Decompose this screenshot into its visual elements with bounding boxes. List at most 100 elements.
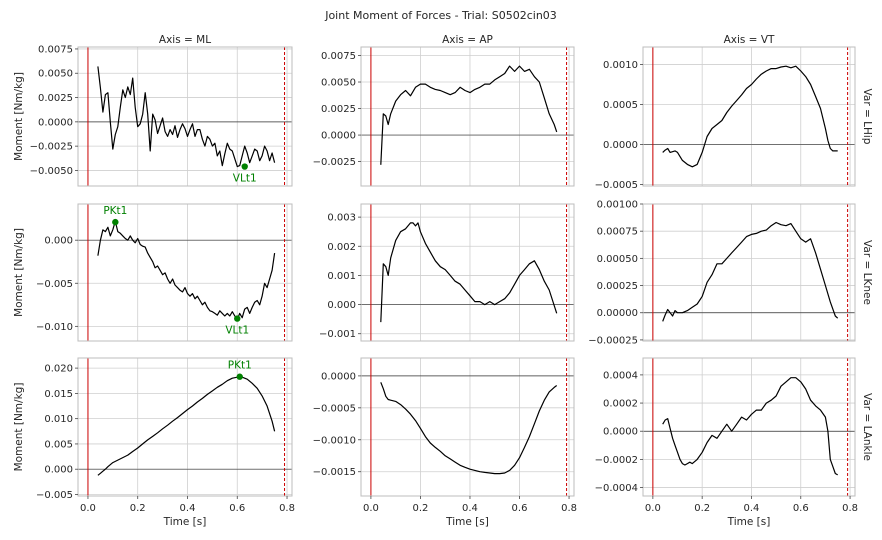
marker-point (234, 315, 241, 322)
y-tick-label: 0.0050 (38, 69, 73, 80)
y-tick-label: 0.0025 (321, 104, 356, 115)
subplot-title: Axis = VT (724, 34, 775, 46)
y-tick-label: −0.0025 (30, 142, 73, 153)
marker-label: VLt1 (233, 173, 257, 185)
y-tick-label: 0.0000 (38, 117, 73, 128)
subplot-title: Axis = ML (159, 34, 211, 46)
y-tick-label: 0.0010 (603, 60, 638, 71)
y-tick-label: −0.0005 (595, 180, 638, 191)
y-tick-label: 0.0002 (603, 399, 638, 410)
subplot-r1c0: PKt1 VLt1 −0.010 −0.005 0.000 Moment [Nm/kg] (13, 203, 293, 342)
y-tick-label: −0.005 (36, 490, 73, 501)
x-tick-label: 0.0 (645, 503, 661, 514)
y-tick-label: 0.015 (44, 389, 73, 400)
subplot-r2c0: PKt1 −0.005 0.000 0.005 0.010 0.015 0.020 0.0 0.… (13, 357, 295, 528)
y-tick-label: 0.0000 (603, 427, 638, 438)
y-tick-label: 0.00025 (597, 281, 638, 292)
subplot-r2c2: −0.0004 −0.0002 0.0000 0.0002 0.0004 0.0 0.2 0.… (595, 357, 873, 528)
x-tick-label: 0.8 (842, 503, 858, 514)
x-tick-label: 0.0 (363, 503, 379, 514)
figure-suptitle: Joint Moment of Forces - Trial: S0502cin… (324, 9, 557, 22)
y-tick-label: −0.0015 (313, 467, 356, 478)
axes-frame (360, 46, 575, 187)
series-line (97, 376, 276, 476)
x-tick-label: 0.6 (512, 503, 528, 514)
axes-frame (77, 203, 293, 342)
subplot-r0c0: VLt1 −0.0050 −0.0025 0.0000 0.0025 0.0050 0.00… (13, 34, 293, 187)
y-tick-label: 0.0025 (38, 93, 73, 104)
marker-label: PKt1 (103, 205, 127, 217)
y-tick-label: 0.00050 (597, 254, 638, 265)
x-tick-label: 0.8 (561, 503, 577, 514)
y-tick-label: 0.00100 (597, 200, 638, 211)
y-axis-label: Moment [Nm/kg] (13, 383, 25, 472)
y-tick-label: 0.001 (327, 271, 356, 282)
subplot-r0c2: −0.0005 0.0000 0.0005 0.0010 Axis = VT Var = … (595, 34, 873, 191)
y-tick-label: −0.0025 (313, 157, 356, 168)
row-label: Var = LAnkle (861, 393, 873, 461)
y-tick-label: 0.0075 (38, 44, 73, 55)
marker-point (241, 163, 248, 170)
axes-frame (77, 357, 293, 497)
y-tick-label: −0.001 (319, 329, 356, 340)
axes-frame (77, 46, 293, 187)
series-line (662, 65, 838, 168)
axes-frame (360, 203, 575, 342)
y-tick-label: 0.000 (44, 236, 73, 247)
marker-label: PKt1 (228, 360, 252, 372)
y-tick-label: 0.0004 (603, 370, 638, 381)
x-axis-label: Time [s] (727, 516, 771, 528)
x-tick-label: 0.4 (462, 503, 478, 514)
x-axis-label: Time [s] (163, 516, 207, 528)
subplot-grid: VLt1−0.0050−0.00250.00000.00250.00500.00… (13, 34, 873, 528)
x-tick-label: 0.8 (279, 503, 295, 514)
y-tick-label: −0.0050 (30, 166, 73, 177)
y-axis-label: Moment [Nm/kg] (13, 228, 25, 317)
y-tick-label: 0.005 (44, 439, 73, 450)
x-tick-label: 0.4 (180, 503, 196, 514)
y-tick-label: −0.0010 (313, 435, 356, 446)
axes-frame (642, 357, 856, 497)
subplot-title: Axis = AP (442, 34, 493, 46)
y-tick-label: 0.00075 (597, 227, 638, 238)
x-axis-label: Time [s] (445, 516, 489, 528)
y-tick-label: 0.0075 (321, 51, 356, 62)
y-tick-label: 0.0000 (321, 371, 356, 382)
series-line (380, 65, 558, 165)
series-line (662, 377, 839, 476)
axes-frame (642, 203, 856, 342)
subplot-r2c1: −0.0015 −0.0010 −0.0005 0.0000 0.0 0.2 0.4 0.6 0… (313, 357, 577, 528)
y-tick-label: 0.020 (44, 364, 73, 375)
row-label: Var = LHip (861, 89, 873, 145)
subplot-r1c2: −0.00025 0.00000 0.00025 0.00050 0.00075 0.00… (588, 200, 873, 347)
y-tick-label: 0.000 (44, 465, 73, 476)
y-tick-label: −0.010 (36, 322, 73, 333)
subplot-r1c1: −0.001 0.000 0.001 0.002 0.003 (319, 203, 575, 342)
x-tick-label: 0.2 (130, 503, 146, 514)
y-tick-label: −0.00025 (588, 335, 638, 346)
y-tick-label: 0.003 (327, 213, 356, 224)
series-line (97, 220, 276, 321)
marker-point (236, 373, 243, 380)
y-tick-label: 0.0000 (321, 131, 356, 142)
series-line (380, 382, 558, 475)
x-tick-label: 0.6 (229, 503, 245, 514)
x-tick-label: 0.2 (694, 503, 710, 514)
y-tick-label: 0.0000 (603, 140, 638, 151)
y-tick-label: −0.005 (36, 279, 73, 290)
x-tick-label: 0.0 (80, 503, 96, 514)
x-tick-label: 0.4 (744, 503, 760, 514)
y-tick-label: 0.002 (327, 242, 356, 253)
x-tick-label: 0.6 (793, 503, 809, 514)
y-tick-label: −0.0004 (595, 483, 638, 494)
y-tick-label: 0.010 (44, 414, 73, 425)
y-tick-label: −0.0005 (313, 403, 356, 414)
series-line (97, 66, 276, 168)
axes-frame (642, 46, 856, 187)
subplot-r0c1: −0.0025 0.0000 0.0025 0.0050 0.0075 Axis = AP (313, 34, 575, 187)
series-line (380, 222, 558, 323)
y-tick-label: 0.000 (327, 300, 356, 311)
x-tick-label: 0.2 (412, 503, 428, 514)
y-tick-label: 0.0050 (321, 78, 356, 89)
